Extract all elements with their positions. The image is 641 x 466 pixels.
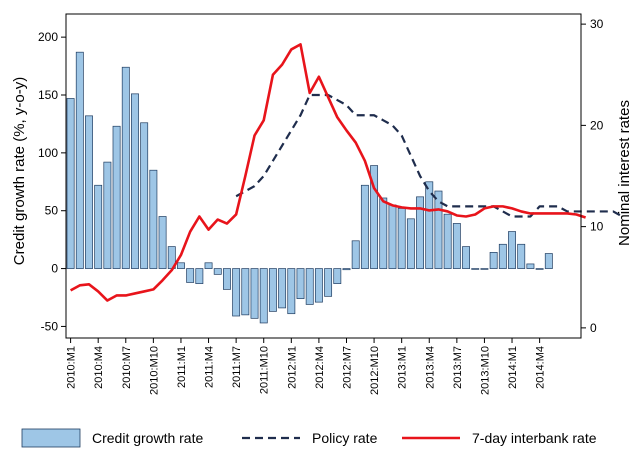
rate-lines [69,43,623,302]
bar-credit-growth [259,268,268,324]
bar-credit-growth [177,262,185,269]
bar-credit-growth [342,268,351,271]
x-tick-label: 2010:M10 [148,346,160,395]
bar-credit-growth [416,196,425,269]
right-tick-label: 20 [590,118,604,132]
left-tick-label: -50 [41,319,59,333]
bar-credit-growth [489,252,498,269]
bar-credit-growth [66,98,75,269]
right-y-axis: 30 20 10 0 [581,17,604,335]
left-tick-label: 50 [45,204,59,218]
bar-credit-growth [158,216,167,269]
right-tick-label: 10 [590,220,604,234]
bar-credit-growth [250,268,259,319]
bar-credit-growth [535,268,544,270]
bar-credit-growth [287,268,296,315]
left-tick-label: 150 [38,88,58,102]
legend-label-credit-growth: Credit growth rate [92,430,203,446]
x-tick-label: 2013:M10 [479,346,491,395]
right-axis-title: Nominal interest rates [616,100,633,246]
interbank-rate-line [69,43,587,302]
legend-label-interbank-rate: 7-day interbank rate [472,430,597,446]
left-axis-title: Credit growth rate (%, y-o-y) [11,77,28,265]
x-tick-label: 2011:M10 [259,346,271,394]
bar-credit-growth [186,268,195,283]
bar-credit-growth [452,223,461,269]
x-tick-label: 2011:M1 [176,346,188,388]
bar-credit-growth [443,213,452,269]
legend-swatch-credit-growth [21,428,81,448]
left-tick-label: 200 [38,30,58,44]
x-tick-label: 2012:M7 [341,346,353,389]
x-tick-label: 2013:M1 [397,346,409,389]
bar-credit-growth [425,181,434,269]
bar-credit-growth [241,268,250,316]
x-tick-label: 2013:M4 [424,346,436,389]
bar-credit-growth [213,268,222,275]
x-tick-label: 2014:M4 [535,346,547,389]
bar-credit-growth [498,243,507,269]
bar-credit-growth [333,268,342,284]
bar-credit-growth [324,268,333,297]
bar-credit-growth [517,243,526,269]
bar-credit-growth [75,51,84,269]
x-tick-label: 2011:M4 [204,346,216,388]
bar-credit-growth [480,268,489,270]
x-tick-label: 2010:M7 [121,346,133,389]
bar-credit-growth [406,218,415,269]
bar-credit-growth [397,208,406,269]
bar-credit-growth [121,66,130,269]
policy-rate-line [235,93,623,218]
bar-credit-growth [434,190,443,269]
x-tick-label: 2011:M7 [231,346,243,388]
bar-credit-growth [360,184,369,269]
bar-credit-growth [94,184,103,269]
bar-credit-growth [268,268,277,312]
left-tick-label: 0 [51,262,58,276]
bar-credit-growth [223,268,231,290]
bar-credit-growth [140,122,149,269]
legend: Credit growth rate Policy rate 7-day inter… [21,428,597,448]
bar-credit-growth [526,263,535,269]
bar-credit-growth [351,240,360,269]
bar-credit-growth [149,169,158,269]
bar-credit-growth [296,268,305,300]
bar-credit-growth [379,197,388,269]
x-tick-label: 2010:M4 [93,346,105,389]
bar-credit-growth [131,93,139,269]
bar-credit-growth [103,161,112,269]
left-y-axis: 200 150 100 50 0 -50 [38,30,66,333]
bar-credit-growth [232,268,241,317]
plot-frame [65,13,582,339]
x-tick-label: 2012:M10 [369,346,381,395]
bar-credit-growth [508,231,516,269]
left-tick-label: 100 [38,146,58,160]
bar-credit-growth [370,165,379,269]
x-tick-label: 2014:M1 [507,346,519,389]
legend-label-policy-rate: Policy rate [312,430,378,446]
bar-credit-growth [544,253,553,269]
credit-growth-bars [66,51,553,324]
bar-credit-growth [278,268,287,309]
bar-credit-growth [204,262,213,269]
bar-credit-growth [305,268,314,305]
x-tick-label: 2012:M1 [286,346,298,389]
bar-credit-growth [195,268,204,284]
bar-credit-growth [112,125,121,269]
bar-credit-growth [471,268,480,270]
x-tick-label: 2013:M7 [452,346,464,389]
x-tick-label: 2012:M4 [314,346,326,389]
x-tick-label: 2010:M1 [66,346,78,389]
bar-credit-growth [85,115,93,269]
right-tick-label: 0 [590,321,597,335]
x-axis: 2010:M1 2010:M4 2010:M7 2010:M10 2011:M1 2011… [66,338,547,395]
bar-credit-growth [388,204,397,269]
bar-credit-growth [462,246,470,269]
bar-credit-growth [314,268,323,303]
right-tick-label: 30 [590,17,604,31]
